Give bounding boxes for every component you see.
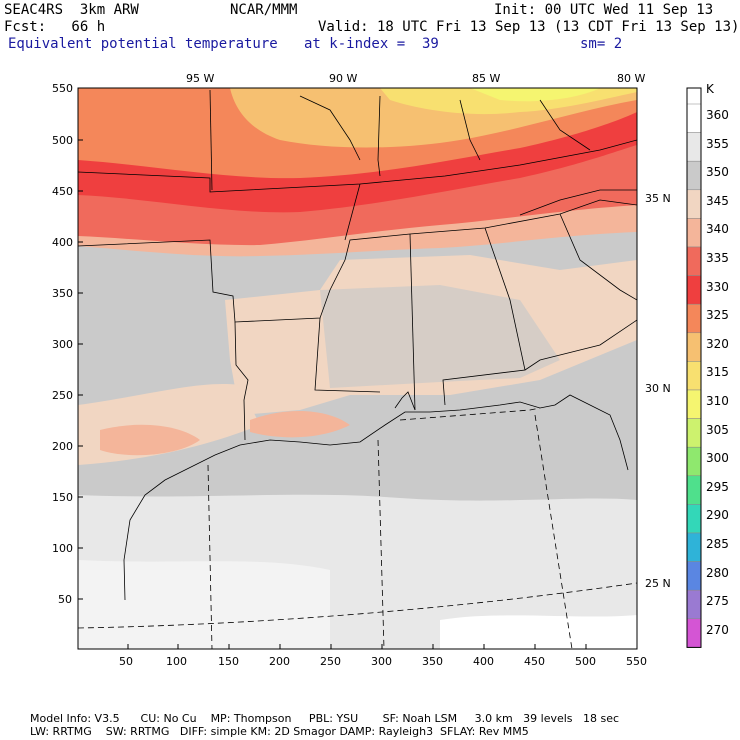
colorbar-label: 285 (706, 537, 729, 551)
colorbar-swatch-335 (686, 246, 702, 276)
longitude-label: 95 W (186, 72, 215, 85)
colorbar-frame (686, 87, 702, 648)
colorbar-label: 305 (706, 422, 729, 437)
colorbar-swatch-330 (686, 275, 702, 305)
colorbar-label: 275 (706, 594, 729, 609)
x-tick-label: 400 (473, 655, 494, 668)
valid-time: Valid: 18 UTC Fri 13 Sep 13 (13 CDT Fri … (318, 19, 740, 35)
y-tick-label: 250 (52, 389, 73, 402)
colorbar-swatch-315 (686, 361, 702, 391)
x-tick-label: 150 (218, 655, 239, 668)
colorbar-label: 295 (706, 479, 729, 494)
longitude-label: 85 W (472, 72, 501, 85)
colorbar-label: 325 (706, 308, 729, 323)
latitude-label: 30 N (645, 382, 671, 395)
colorbar-label: 315 (706, 365, 729, 380)
y-tick-label: 500 (52, 134, 73, 147)
forecast-hour: Fcst: 66 h (4, 19, 106, 35)
colorbar-label: 300 (706, 451, 729, 466)
theta-e-field (78, 88, 637, 649)
colorbar-swatch-280 (686, 561, 702, 591)
y-tick-label: 100 (52, 542, 73, 555)
colorbar-label: 330 (706, 279, 729, 294)
colorbar-label: 270 (706, 622, 729, 637)
colorbar-label: 280 (706, 565, 729, 580)
latitude-label: 25 N (645, 577, 671, 590)
level-info: at k-index = 39 (304, 36, 439, 52)
y-tick-label: 300 (52, 338, 73, 351)
smoothing-info: sm= 2 (580, 36, 623, 52)
organization: NCAR/MMM (230, 2, 298, 18)
x-tick-label: 200 (269, 655, 290, 668)
colorbar-label: 320 (706, 336, 729, 351)
longitude-label: 90 W (329, 72, 358, 85)
model-info-line2: LW: RRTMG SW: RRTMG DIFF: simple KM: 2D … (30, 725, 529, 738)
colorbar (686, 87, 702, 648)
y-tick-label: 550 (52, 82, 73, 95)
x-tick-label: 500 (575, 655, 596, 668)
colorbar-swatch-270 (686, 618, 702, 648)
x-tick-label: 550 (626, 655, 647, 668)
y-tick-label: 350 (52, 287, 73, 300)
colorbar-swatch-290 (686, 504, 702, 534)
colorbar-swatch-275 (686, 589, 702, 620)
y-tick-label: 150 (52, 491, 73, 504)
domain-outlines (78, 407, 637, 649)
model-info-line1: Model Info: V3.5 CU: No Cu MP: Thompson … (30, 712, 620, 725)
colorbar-label: 335 (706, 251, 729, 265)
colorbar-label: 355 (706, 136, 729, 151)
colorbar-unit: K (706, 82, 714, 96)
colorbar-swatch-355 (686, 132, 702, 162)
y-tick-label: 200 (52, 440, 73, 453)
x-tick-label: 250 (320, 655, 341, 668)
map-frame (77, 87, 638, 650)
x-tick-label: 50 (119, 655, 133, 668)
x-tick-label: 450 (524, 655, 545, 668)
colorbar-swatch-300 (686, 446, 702, 477)
colorbar-swatch-305 (686, 418, 702, 448)
colorbar-swatch-285 (686, 532, 702, 562)
colorbar-label: 350 (706, 165, 729, 180)
colorbar-swatch-360 (686, 103, 702, 133)
colorbar-label: 290 (706, 508, 729, 523)
colorbar-swatch-325 (686, 303, 702, 334)
colorbar-swatch-345 (686, 189, 702, 219)
model-name: SEAC4RS 3km ARW (4, 2, 139, 18)
x-tick-label: 100 (166, 655, 187, 668)
colorbar-swatch-310 (686, 389, 702, 419)
y-tick-label: 50 (58, 593, 72, 606)
colorbar-label: 340 (706, 222, 729, 237)
latitude-label: 35 N (645, 192, 671, 205)
x-tick-label: 300 (371, 655, 392, 668)
y-tick-label: 450 (52, 185, 73, 198)
colorbar-swatch-320 (686, 332, 702, 362)
x-tick-label: 350 (422, 655, 443, 668)
field-name: Equivalent potential temperature (8, 36, 278, 52)
colorbar-swatch-295 (686, 475, 702, 505)
colorbar-swatch-350 (686, 160, 702, 191)
colorbar-label: 360 (706, 108, 729, 122)
init-time: Init: 00 UTC Wed 11 Sep 13 (494, 2, 714, 18)
axis-ticks (78, 87, 638, 649)
colorbar-label: 345 (706, 193, 729, 208)
colorbar-label: 310 (706, 394, 729, 408)
boundaries (78, 89, 637, 601)
y-tick-label: 400 (52, 236, 73, 249)
colorbar-swatch-340 (686, 218, 702, 248)
longitude-label: 80 W (617, 72, 646, 85)
